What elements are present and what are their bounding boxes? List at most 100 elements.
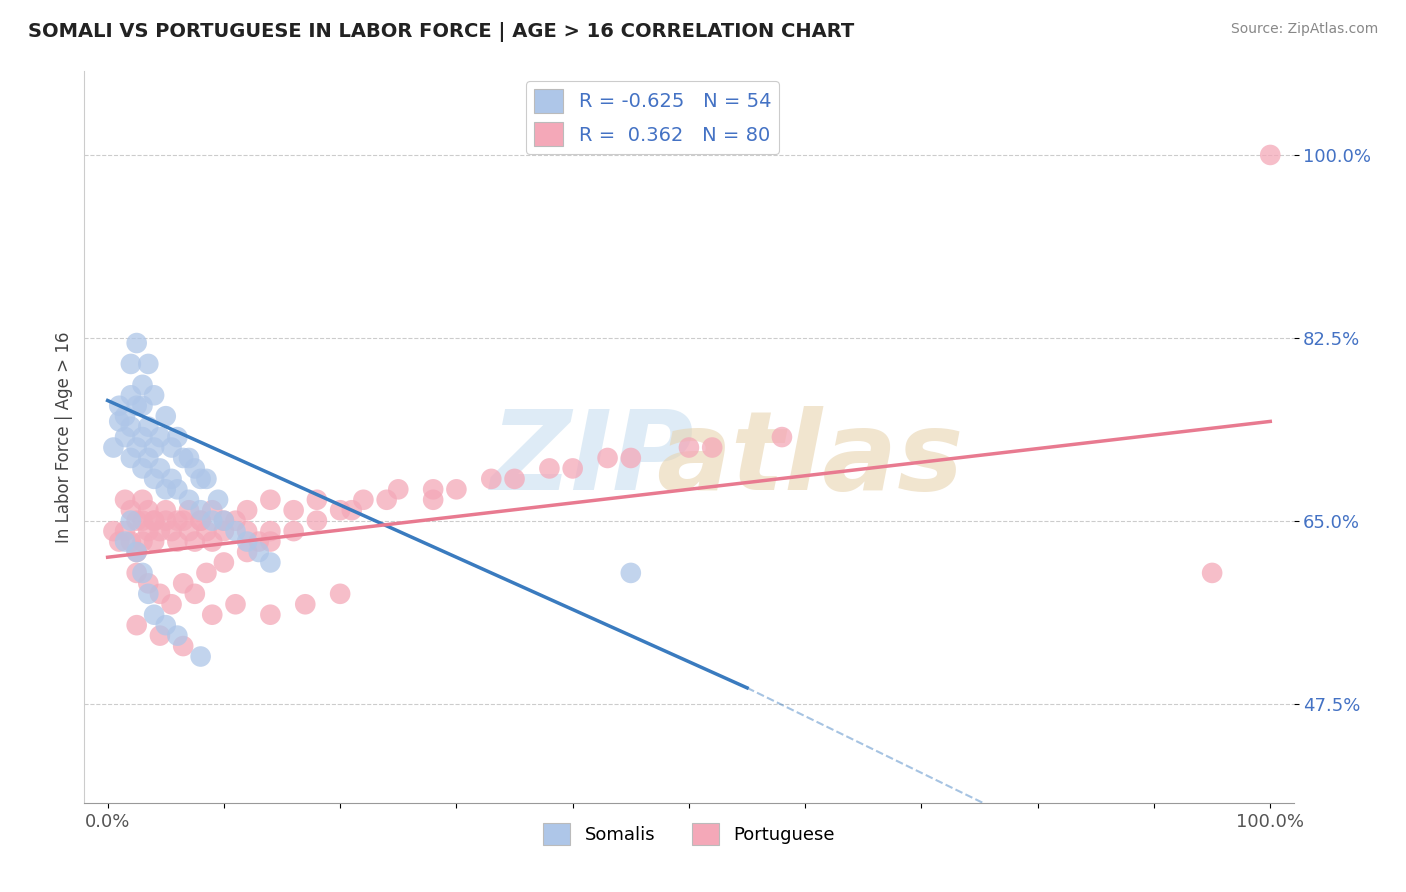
Point (131, 399, 153, 413)
Point (236, 534, 259, 549)
Legend: Somalis, Portuguese: Somalis, Portuguese (536, 816, 842, 852)
Point (149, 461, 172, 475)
Point (114, 430, 136, 444)
Point (225, 597, 247, 611)
Point (352, 492, 374, 507)
Point (103, 441, 125, 455)
Point (305, 492, 328, 507)
Point (120, 514, 142, 528)
Point (131, 492, 153, 507)
Point (184, 587, 207, 601)
Point (177, 492, 200, 507)
Point (479, 472, 502, 486)
Point (143, 472, 166, 486)
Point (125, 545, 148, 559)
Point (125, 545, 148, 559)
Point (155, 514, 177, 528)
Point (329, 587, 352, 601)
Point (136, 524, 159, 538)
Point (561, 461, 583, 475)
Point (143, 514, 166, 528)
Point (596, 450, 619, 465)
Point (195, 472, 218, 486)
Point (114, 534, 136, 549)
Point (195, 566, 218, 580)
Point (131, 430, 153, 444)
Point (1258, 148, 1281, 162)
Point (207, 492, 229, 507)
Point (143, 388, 166, 402)
Point (166, 534, 188, 549)
Point (131, 534, 153, 549)
Point (155, 618, 177, 632)
Point (172, 639, 194, 653)
Point (177, 524, 200, 538)
Point (149, 587, 172, 601)
Y-axis label: In Labor Force | Age > 16: In Labor Force | Age > 16 (55, 331, 73, 543)
Point (259, 607, 281, 622)
Point (212, 514, 235, 528)
Point (236, 545, 259, 559)
Point (375, 492, 398, 507)
Point (160, 524, 183, 538)
Point (387, 483, 409, 497)
Point (160, 472, 183, 486)
Point (177, 450, 200, 465)
Point (1201, 566, 1223, 580)
Point (149, 430, 172, 444)
Point (125, 336, 148, 351)
Point (190, 649, 212, 664)
Point (422, 483, 444, 497)
Point (149, 629, 172, 643)
Point (503, 472, 526, 486)
Point (136, 587, 159, 601)
Point (108, 534, 131, 549)
Point (136, 419, 159, 434)
Point (340, 503, 363, 517)
Point (190, 472, 212, 486)
Point (225, 514, 247, 528)
Point (195, 524, 218, 538)
Point (166, 430, 188, 444)
Point (120, 357, 142, 371)
Point (247, 534, 270, 549)
Point (190, 514, 212, 528)
Point (702, 441, 724, 455)
Point (305, 514, 328, 528)
Point (620, 450, 643, 465)
Point (155, 503, 177, 517)
Point (131, 461, 153, 475)
Point (160, 597, 183, 611)
Point (136, 357, 159, 371)
Point (114, 409, 136, 424)
Point (120, 503, 142, 517)
Point (201, 534, 224, 549)
Point (131, 566, 153, 580)
Point (125, 514, 148, 528)
Point (125, 441, 148, 455)
Point (125, 618, 148, 632)
Point (131, 377, 153, 392)
Point (236, 503, 259, 517)
Point (770, 430, 793, 444)
Point (190, 503, 212, 517)
Point (190, 514, 212, 528)
Point (329, 503, 352, 517)
Point (259, 524, 281, 538)
Text: atlas: atlas (657, 406, 963, 513)
Point (172, 514, 194, 528)
Point (131, 514, 153, 528)
Point (678, 441, 700, 455)
Point (143, 441, 166, 455)
Point (136, 503, 159, 517)
Point (155, 483, 177, 497)
Text: ZIP: ZIP (491, 406, 695, 513)
Point (143, 514, 166, 528)
Point (125, 566, 148, 580)
Point (166, 629, 188, 643)
Point (136, 450, 159, 465)
Point (149, 524, 172, 538)
Point (236, 524, 259, 538)
Point (114, 524, 136, 538)
Point (120, 388, 142, 402)
